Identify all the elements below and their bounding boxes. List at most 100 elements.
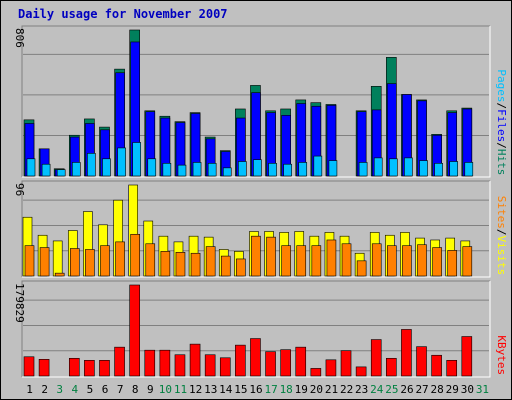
bar-sites-day-19 [296, 245, 307, 277]
panel-kbytes-shadow [21, 280, 490, 377]
bar-pages-day-18 [283, 163, 292, 177]
bar-sites-day-14 [220, 255, 231, 277]
bar-pages-day-4 [71, 162, 81, 177]
x-tick-label-day-25: 25 [385, 383, 398, 396]
bar-visits-day-3 [52, 240, 63, 277]
chart-title: Daily usage for November 2007 [18, 7, 228, 21]
x-tick-label-day-3: 3 [56, 383, 63, 396]
bar-sites-day-29 [447, 250, 458, 277]
x-tick-label-day-4: 4 [72, 383, 79, 396]
bar-sites-day-18 [281, 245, 291, 277]
x-tick-label-day-20: 20 [310, 383, 323, 396]
x-tick-label-day-10: 10 [159, 383, 172, 396]
x-tick-label-day-31: 31 [476, 383, 489, 396]
bar-pages-day-19 [298, 162, 308, 177]
x-tick-label-day-6: 6 [102, 383, 109, 396]
panel-hits-files-pages-highlight [22, 26, 491, 178]
bar-kbytes-day-24 [370, 339, 382, 377]
bar-kbytes-day-8 [129, 284, 140, 377]
bar-sites-day-27 [417, 244, 427, 277]
bar-kbytes-day-22 [340, 350, 352, 377]
bar-pages-day-14 [222, 167, 232, 177]
x-tick-label-day-15: 15 [234, 383, 247, 396]
bar-pages-day-12 [192, 162, 202, 177]
bar-pages-day-24 [373, 157, 383, 177]
bar-pages-day-5 [87, 153, 96, 177]
bar-sites-day-5 [85, 249, 95, 277]
ymax-label-kbytes: 179829 [13, 283, 26, 323]
bar-sites-day-6 [100, 245, 110, 277]
bar-pages-day-13 [207, 163, 217, 177]
bar-kbytes-day-15 [235, 344, 246, 377]
bar-pages-day-25 [389, 158, 398, 177]
bar-kbytes-day-27 [416, 346, 427, 377]
panel-hits-files-pages-shadow [21, 25, 490, 177]
bar-kbytes-day-11 [174, 354, 186, 377]
legend-entry-pages: Pages [495, 69, 508, 102]
bar-pages-day-28 [434, 163, 443, 177]
x-tick-label-day-22: 22 [340, 383, 353, 396]
bar-pages-day-10 [162, 163, 172, 177]
x-tick-label-day-14: 14 [219, 383, 233, 396]
bar-kbytes-day-5 [84, 360, 95, 377]
bar-sites-day-1 [24, 245, 35, 277]
x-tick-label-day-9: 9 [147, 383, 154, 396]
legend-entry-hits: Hits [495, 149, 508, 176]
bar-pages-day-2 [41, 163, 51, 177]
legend-entry-slash: / [495, 142, 508, 149]
bar-pages-day-16 [253, 159, 262, 177]
bar-sites-day-23 [356, 260, 367, 277]
bar-kbytes-day-16 [250, 338, 261, 377]
x-tick-label-day-29: 29 [446, 383, 459, 396]
bar-kbytes-day-13 [204, 354, 216, 377]
bar-kbytes-day-14 [219, 357, 231, 377]
bar-kbytes-day-28 [431, 354, 442, 377]
legend-entry-slash: / [495, 229, 508, 236]
bar-sites-day-4 [69, 248, 80, 277]
x-tick-label-day-26: 26 [400, 383, 413, 396]
bar-sites-day-8 [130, 233, 140, 277]
bar-sites-day-24 [371, 243, 382, 277]
x-tick-label-day-8: 8 [132, 383, 139, 396]
bar-kbytes-day-30 [461, 336, 473, 377]
bar-kbytes-day-17 [265, 351, 276, 377]
bar-kbytes-day-9 [144, 349, 156, 377]
legend-entry-slash: / [495, 103, 508, 110]
bar-kbytes-day-21 [325, 359, 337, 377]
bar-kbytes-day-20 [310, 368, 322, 377]
bar-sites-day-10 [160, 251, 171, 277]
bar-pages-day-1 [26, 158, 36, 177]
bar-pages-day-17 [268, 163, 277, 177]
legend-entry-sites: Sites [495, 196, 508, 229]
bar-pages-day-3 [56, 169, 66, 177]
bar-pages-day-15 [238, 161, 247, 177]
bar-sites-day-2 [39, 247, 50, 277]
x-tick-label-day-16: 16 [249, 383, 262, 396]
bar-sites-day-3 [54, 272, 65, 277]
bar-sites-day-20 [311, 245, 322, 277]
bar-sites-day-15 [236, 258, 246, 277]
x-tick-label-day-7: 7 [117, 383, 124, 396]
bar-sites-day-13 [205, 246, 216, 277]
bar-kbytes-day-29 [446, 360, 458, 377]
bar-pages-day-7 [117, 147, 126, 177]
x-tick-label-day-2: 2 [41, 383, 48, 396]
bar-kbytes-day-6 [99, 360, 110, 377]
bar-kbytes-day-10 [159, 349, 171, 377]
bar-sites-day-30 [462, 246, 473, 277]
bar-sites-day-25 [387, 245, 397, 277]
bar-sites-day-9 [145, 243, 156, 277]
bar-sites-day-26 [402, 245, 412, 277]
bar-pages-day-20 [313, 155, 323, 177]
bar-sites-day-28 [432, 247, 442, 277]
x-tick-label-day-18: 18 [280, 383, 293, 396]
bar-kbytes-day-26 [401, 329, 412, 377]
bar-kbytes-day-2 [38, 359, 50, 377]
bar-sites-day-12 [190, 252, 201, 277]
bar-pages-day-9 [147, 158, 157, 177]
ymax-label-hits-files-pages: 806 [13, 28, 26, 48]
legend-entry-files: Files [495, 109, 508, 142]
bar-kbytes-day-23 [355, 366, 367, 377]
